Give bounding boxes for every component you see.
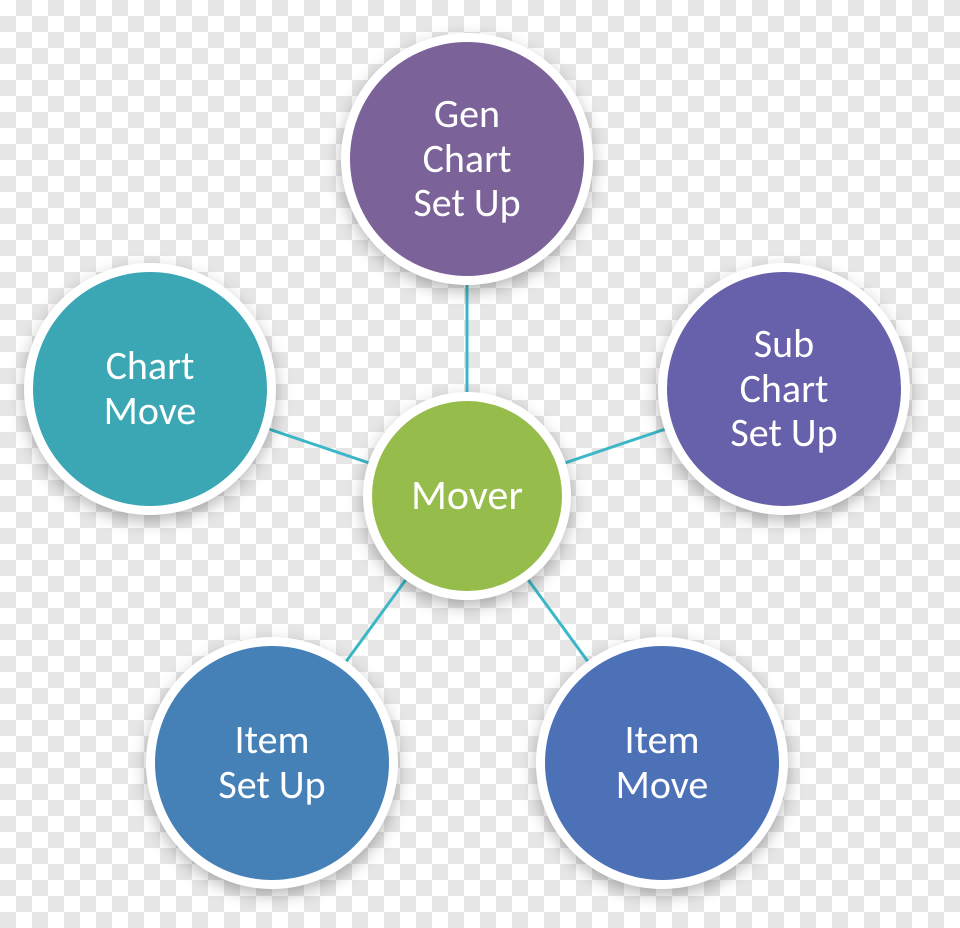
node-chart-move: Chart Move xyxy=(24,263,276,515)
center-node-mover: Mover xyxy=(363,392,571,600)
node-label-gen-chart-set-up: Gen Chart Set Up xyxy=(413,92,520,226)
node-item-set-up: Item Set Up xyxy=(146,637,398,889)
diagram-stage: Mover Gen Chart Set Up Sub Chart Set Up … xyxy=(0,0,960,928)
center-node-label: Mover xyxy=(411,472,523,519)
node-sub-chart-set-up: Sub Chart Set Up xyxy=(658,263,910,515)
node-gen-chart-set-up: Gen Chart Set Up xyxy=(341,33,593,285)
node-label-item-move: Item Move xyxy=(616,718,709,808)
node-label-sub-chart-set-up: Sub Chart Set Up xyxy=(730,322,837,456)
node-label-chart-move: Chart Move xyxy=(104,344,197,434)
node-label-item-set-up: Item Set Up xyxy=(218,718,325,808)
node-item-move: Item Move xyxy=(536,637,788,889)
